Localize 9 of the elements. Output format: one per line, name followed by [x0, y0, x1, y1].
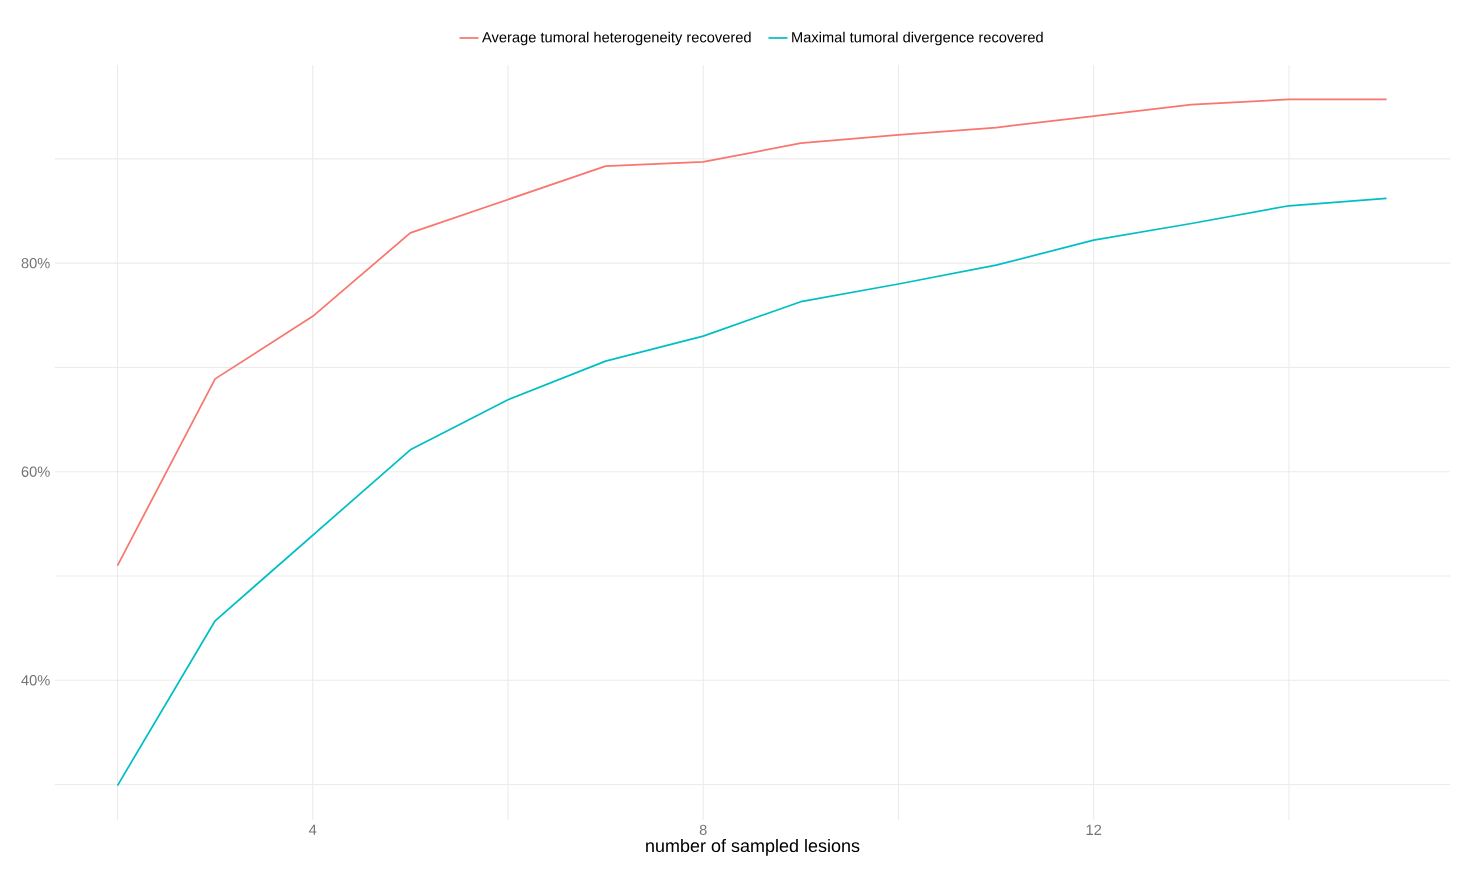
x-tick-label: 4 [308, 824, 317, 835]
y-tick-label: 40% [21, 675, 50, 686]
y-tick-label: 80% [21, 257, 50, 269]
x-axis-title: number of sampled lesions [646, 838, 860, 856]
legend-label: Maximal tumoral divergence recovered [792, 31, 1043, 46]
x-tick-label: 8 [699, 824, 707, 836]
x-tick-label: 12 [1086, 824, 1102, 835]
legend-label: Average tumoral heterogeneity recovered [482, 31, 751, 46]
y-tick-label: 60% [21, 466, 50, 477]
